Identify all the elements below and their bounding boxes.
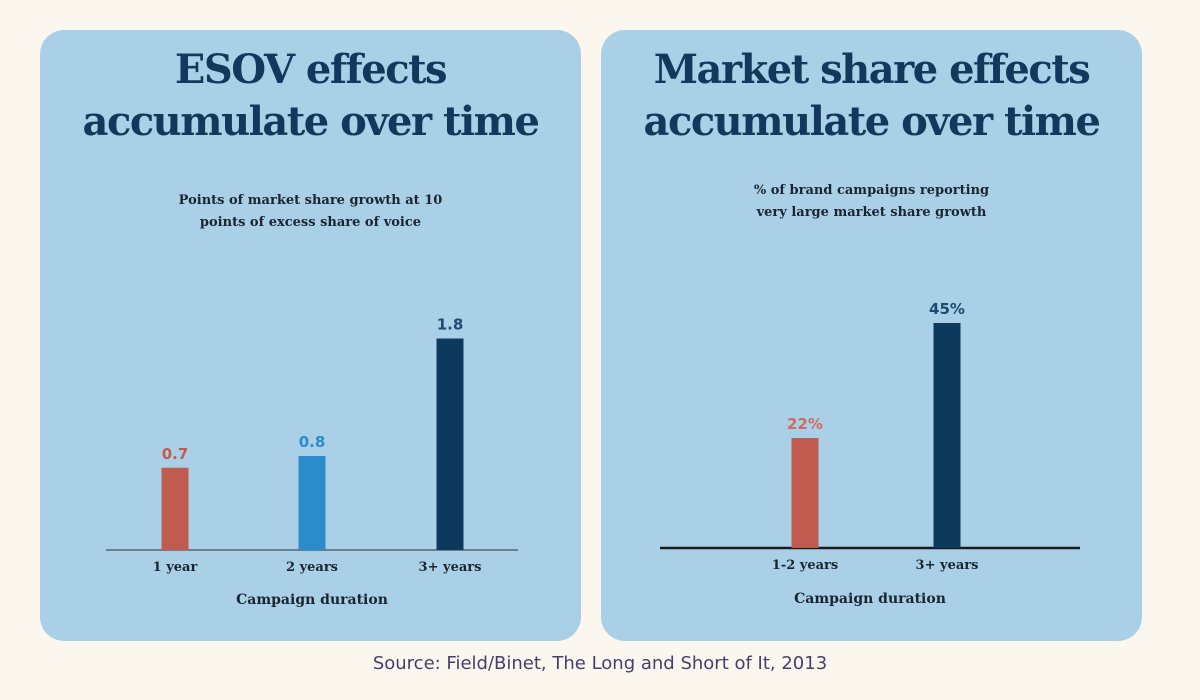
chart-subtitle-line: very large market share growth — [756, 205, 987, 220]
chart-subtitle-line: points of excess share of voice — [199, 215, 422, 230]
source-citation: Source: Field/Binet, The Long and Short … — [372, 653, 828, 674]
chart-title-line: accumulate over time — [82, 98, 540, 145]
bar — [161, 467, 189, 550]
chart-title: ESOV effects accumulate over time — [40, 44, 581, 148]
bar — [298, 456, 326, 550]
chart-subtitle-line: % of brand campaigns reporting — [753, 183, 990, 198]
chart-panel-market-share: Market share effects accumulate over tim… — [601, 30, 1142, 641]
chart-title-line: accumulate over time — [643, 98, 1101, 145]
data-label: 0.7 — [162, 445, 189, 463]
category-label: 3+ years — [916, 558, 979, 573]
bar-chart-market-share: 22% 1-2 years 45% 3+ years Campaign duration — [660, 300, 1080, 607]
chart-title: Market share effects accumulate over tim… — [601, 44, 1142, 148]
chart-subtitle-line: Points of market share growth at 10 — [178, 193, 443, 208]
x-axis-title: Campaign duration — [236, 592, 388, 608]
bar — [933, 323, 961, 548]
data-label: 45% — [929, 300, 965, 318]
data-label: 0.8 — [299, 433, 326, 451]
chart-panel-esov: ESOV effects accumulate over time Points… — [40, 30, 581, 641]
x-axis-title: Campaign duration — [794, 591, 946, 607]
category-label: 1 year — [153, 560, 198, 575]
data-label: 1.8 — [437, 316, 464, 334]
data-label: 22% — [787, 415, 823, 433]
chart-title-line: Market share effects — [653, 46, 1091, 93]
category-label: 3+ years — [419, 560, 482, 575]
bar-chart-esov: 0.7 1 year 0.8 2 years 1.8 3+ years Campaign d… — [106, 316, 518, 608]
chart-subtitle: % of brand campaigns reporting very larg… — [601, 180, 1142, 224]
bar — [791, 438, 819, 548]
category-label: 1-2 years — [772, 558, 838, 573]
chart-title-line: ESOV effects — [174, 46, 448, 93]
category-label: 2 years — [286, 560, 338, 575]
bar — [436, 338, 464, 550]
chart-subtitle: Points of market share growth at 10 poin… — [40, 190, 581, 234]
